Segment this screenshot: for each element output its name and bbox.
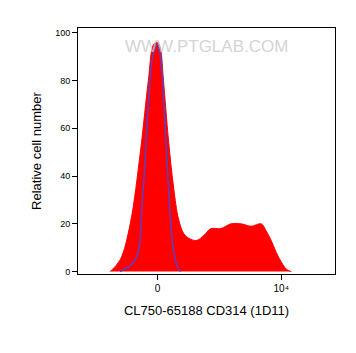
svg-text:Relative cell number: Relative cell number	[29, 91, 44, 209]
svg-text:60: 60	[60, 123, 70, 133]
svg-text:CL750-65188 CD314 (1D11): CL750-65188 CD314 (1D11)	[124, 303, 289, 318]
svg-text:20: 20	[60, 219, 70, 229]
svg-text:0: 0	[155, 283, 161, 294]
svg-text:10⁴: 10⁴	[274, 283, 289, 294]
svg-text:80: 80	[60, 76, 70, 86]
svg-text:40: 40	[60, 171, 70, 181]
svg-text:100: 100	[55, 28, 70, 38]
svg-text:0: 0	[65, 267, 70, 277]
svg-text:WWW.PTGLAB.COM: WWW.PTGLAB.COM	[125, 37, 288, 56]
